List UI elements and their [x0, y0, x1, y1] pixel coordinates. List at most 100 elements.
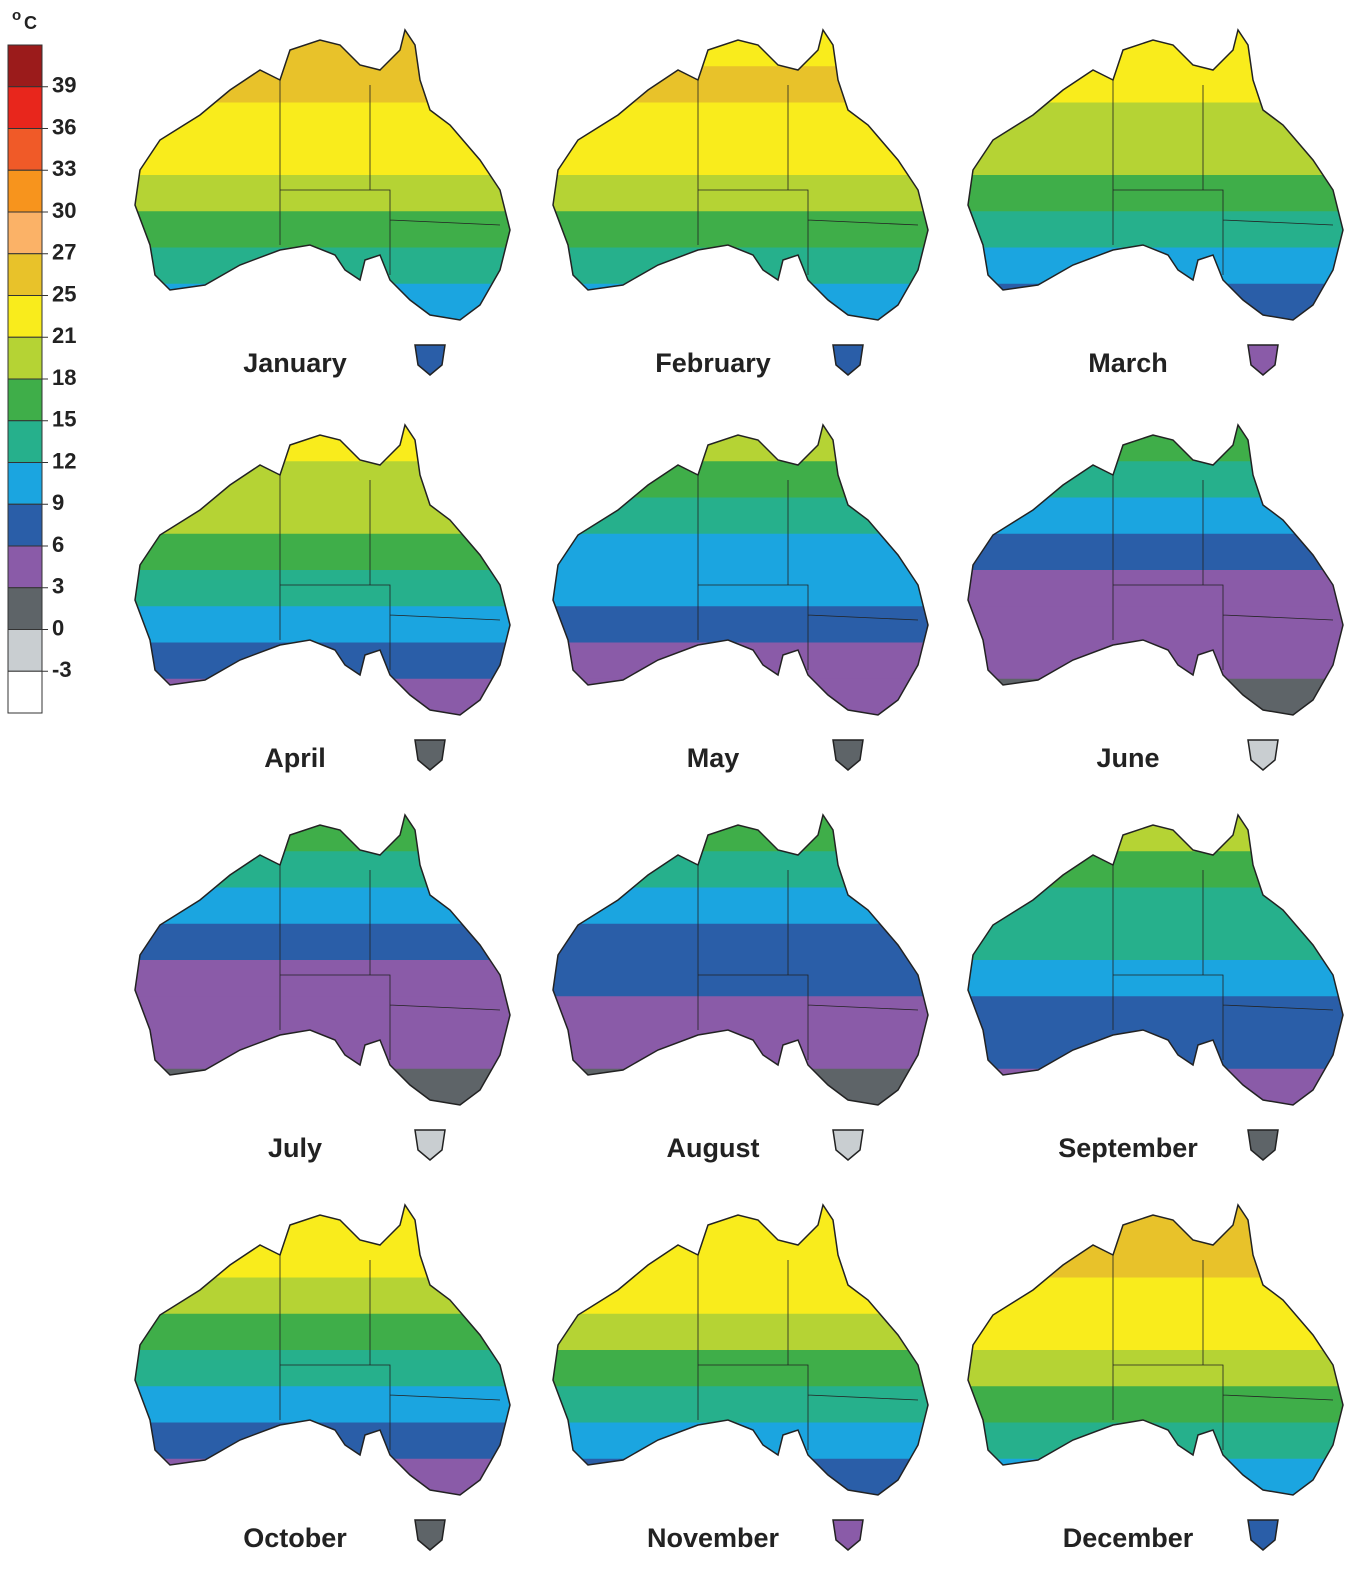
- legend-label: 12: [52, 448, 76, 473]
- temperature-band: [548, 924, 933, 961]
- map-fill: [548, 815, 933, 1165]
- temperature-band: [548, 570, 933, 607]
- temperature-band: [548, 960, 933, 997]
- map-fill: [963, 1205, 1348, 1555]
- temperature-band: [548, 30, 933, 67]
- legend-label: 30: [52, 198, 76, 223]
- map: [548, 30, 933, 380]
- month-label: February: [655, 348, 771, 378]
- temperature-band: [963, 1350, 1348, 1387]
- map-fill: [963, 815, 1348, 1165]
- legend-swatch: [8, 463, 42, 505]
- legend-swatch: [8, 296, 42, 338]
- temperature-band: [548, 1069, 933, 1106]
- temperature-band: [548, 1350, 933, 1387]
- legend-label: 25: [52, 281, 76, 306]
- legend-unit-sup: o: [12, 7, 21, 24]
- temperature-band: [130, 996, 515, 1033]
- legend-label: 3: [52, 574, 64, 599]
- month-label: August: [667, 1133, 760, 1163]
- temperature-band: [130, 1069, 515, 1106]
- legend-swatch: [8, 421, 42, 463]
- legend-swatch: [8, 546, 42, 588]
- temperature-band: [963, 534, 1348, 571]
- legend-label: 9: [52, 490, 64, 515]
- map: [548, 1205, 933, 1555]
- temperature-band: [548, 1205, 933, 1242]
- map-fill: [130, 425, 515, 775]
- temperature-band: [963, 66, 1348, 103]
- legend-label: 0: [52, 615, 64, 640]
- temperature-band: [548, 248, 933, 285]
- temperature-band: [963, 139, 1348, 176]
- map: [130, 425, 515, 775]
- temperature-band: [130, 1205, 515, 1242]
- temperature-band: [548, 996, 933, 1033]
- month-label: March: [1088, 348, 1168, 378]
- legend-swatch: [8, 129, 42, 171]
- map: [130, 815, 515, 1165]
- map-fill: [548, 1205, 933, 1555]
- temperature-band: [548, 534, 933, 571]
- legend-swatch: [8, 504, 42, 546]
- legend-swatch: [8, 254, 42, 296]
- month-label: July: [268, 1133, 322, 1163]
- legend-label: 21: [52, 323, 76, 348]
- map: [548, 815, 933, 1165]
- temperature-band: [130, 1314, 515, 1351]
- temperature-band: [963, 211, 1348, 248]
- temperature-band: [963, 960, 1348, 997]
- temperature-band: [130, 606, 515, 643]
- temperature-band: [130, 211, 515, 248]
- legend-swatch: [8, 379, 42, 421]
- legend-label: -3: [52, 657, 72, 682]
- legend-label: 18: [52, 365, 76, 390]
- legend-swatch: [8, 45, 42, 87]
- temperature-band: [963, 570, 1348, 607]
- temperature-band: [963, 248, 1348, 285]
- temperature-band: [548, 1459, 933, 1496]
- legend-swatch: [8, 337, 42, 379]
- temperature-band: [130, 1423, 515, 1460]
- temperature-band: [130, 139, 515, 176]
- temperature-band: [548, 1033, 933, 1070]
- temperature-band: [963, 1386, 1348, 1423]
- map-fill: [548, 425, 933, 775]
- temperature-band: [548, 1386, 933, 1423]
- temperature-band: [130, 30, 515, 67]
- month-label: December: [1063, 1523, 1194, 1553]
- legend-swatch: [8, 588, 42, 630]
- temperature-band: [548, 175, 933, 212]
- temperature-band: [130, 679, 515, 716]
- temperature-band: [963, 30, 1348, 67]
- map-fill: [963, 30, 1348, 380]
- temperature-band: [130, 924, 515, 961]
- map: [963, 815, 1348, 1165]
- temperature-band: [963, 284, 1348, 321]
- map-fill: [130, 1205, 515, 1555]
- temperature-band: [548, 1241, 933, 1278]
- temperature-band: [963, 425, 1348, 462]
- temperature-band: [963, 1205, 1348, 1242]
- legend-label: 27: [52, 240, 76, 265]
- month-label: January: [243, 348, 347, 378]
- map: [963, 30, 1348, 380]
- map-fill: [130, 815, 515, 1165]
- temperature-band: [130, 960, 515, 997]
- temperature-band: [963, 461, 1348, 498]
- month-label: October: [243, 1523, 347, 1553]
- temperature-band: [130, 1350, 515, 1387]
- temperature-band: [963, 815, 1348, 852]
- temperature-band: [963, 1423, 1348, 1460]
- temperature-band: [963, 851, 1348, 888]
- temperature-band: [963, 679, 1348, 716]
- legend-swatch: [8, 212, 42, 254]
- legend-swatch: [8, 671, 42, 713]
- temperature-band: [548, 66, 933, 103]
- temperature-band: [130, 425, 515, 462]
- legend-swatch: [8, 630, 42, 672]
- month-label: April: [264, 743, 326, 773]
- temperature-band: [130, 1386, 515, 1423]
- legend-unit: C: [24, 13, 37, 33]
- temperature-band: [963, 1459, 1348, 1496]
